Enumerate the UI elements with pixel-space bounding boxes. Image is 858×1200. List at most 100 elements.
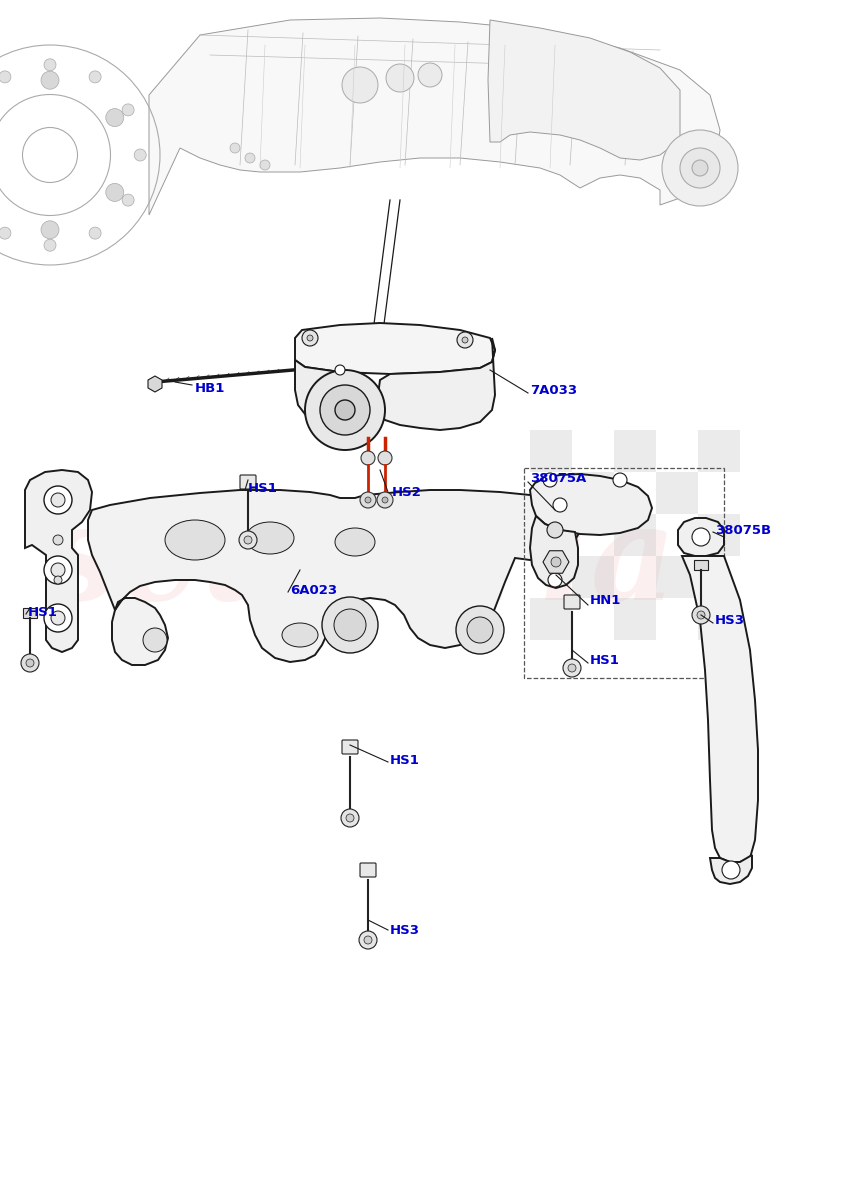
Text: HS3: HS3 bbox=[390, 924, 420, 936]
Polygon shape bbox=[295, 323, 495, 374]
Circle shape bbox=[456, 606, 504, 654]
Circle shape bbox=[568, 664, 576, 672]
Circle shape bbox=[305, 370, 385, 450]
Text: 7A033: 7A033 bbox=[530, 384, 577, 396]
Circle shape bbox=[418, 62, 442, 86]
Circle shape bbox=[44, 604, 72, 632]
Circle shape bbox=[382, 497, 388, 503]
Bar bbox=[572, 556, 614, 598]
Circle shape bbox=[89, 71, 101, 83]
Circle shape bbox=[21, 654, 39, 672]
Ellipse shape bbox=[335, 528, 375, 556]
Circle shape bbox=[122, 104, 134, 116]
Ellipse shape bbox=[246, 522, 294, 554]
Text: 6A023: 6A023 bbox=[290, 583, 337, 596]
Circle shape bbox=[692, 528, 710, 546]
Bar bbox=[614, 598, 656, 640]
Circle shape bbox=[335, 365, 345, 374]
Polygon shape bbox=[488, 20, 680, 160]
Circle shape bbox=[51, 611, 65, 625]
Circle shape bbox=[244, 536, 252, 544]
Ellipse shape bbox=[143, 628, 167, 652]
Bar bbox=[698, 514, 740, 556]
Circle shape bbox=[44, 59, 56, 71]
FancyBboxPatch shape bbox=[564, 595, 580, 608]
Circle shape bbox=[364, 936, 372, 944]
Circle shape bbox=[563, 659, 581, 677]
Bar bbox=[698, 598, 740, 640]
Circle shape bbox=[41, 71, 59, 89]
Circle shape bbox=[89, 227, 101, 239]
Circle shape bbox=[51, 563, 65, 577]
Circle shape bbox=[386, 64, 414, 92]
Text: HS3: HS3 bbox=[715, 613, 745, 626]
Circle shape bbox=[462, 337, 468, 343]
Circle shape bbox=[547, 522, 563, 538]
Polygon shape bbox=[149, 18, 720, 215]
Text: scuderia: scuderia bbox=[45, 499, 676, 629]
Bar bbox=[656, 472, 698, 514]
Circle shape bbox=[260, 160, 270, 170]
FancyBboxPatch shape bbox=[360, 863, 376, 877]
Circle shape bbox=[239, 530, 257, 550]
Text: HS1: HS1 bbox=[390, 754, 420, 767]
Circle shape bbox=[346, 814, 354, 822]
Circle shape bbox=[44, 486, 72, 514]
Circle shape bbox=[377, 492, 393, 508]
Circle shape bbox=[0, 227, 11, 239]
Text: HS1: HS1 bbox=[590, 654, 619, 666]
Circle shape bbox=[553, 498, 567, 512]
Polygon shape bbox=[710, 854, 752, 884]
Circle shape bbox=[106, 108, 124, 126]
Ellipse shape bbox=[282, 623, 318, 647]
Circle shape bbox=[245, 152, 255, 163]
Circle shape bbox=[122, 194, 134, 206]
Circle shape bbox=[551, 557, 561, 566]
Text: HS1: HS1 bbox=[248, 481, 278, 494]
Circle shape bbox=[53, 535, 63, 545]
Polygon shape bbox=[295, 360, 368, 428]
Circle shape bbox=[334, 608, 366, 641]
Bar bbox=[572, 472, 614, 514]
Circle shape bbox=[41, 221, 59, 239]
Bar bbox=[530, 598, 572, 640]
FancyBboxPatch shape bbox=[240, 475, 256, 490]
Circle shape bbox=[692, 160, 708, 176]
Circle shape bbox=[359, 931, 377, 949]
Circle shape bbox=[134, 149, 146, 161]
Circle shape bbox=[342, 67, 378, 103]
Circle shape bbox=[320, 385, 370, 434]
Circle shape bbox=[230, 143, 240, 152]
Circle shape bbox=[106, 184, 124, 202]
Text: 38075A: 38075A bbox=[530, 472, 586, 485]
Circle shape bbox=[697, 611, 705, 619]
Circle shape bbox=[0, 71, 11, 83]
Circle shape bbox=[54, 576, 62, 584]
Text: 38075B: 38075B bbox=[715, 523, 771, 536]
Circle shape bbox=[457, 332, 473, 348]
Text: HN1: HN1 bbox=[590, 594, 621, 606]
Circle shape bbox=[692, 606, 710, 624]
Polygon shape bbox=[530, 474, 652, 535]
Bar bbox=[656, 556, 698, 598]
Circle shape bbox=[360, 492, 376, 508]
Polygon shape bbox=[88, 490, 580, 665]
Bar bbox=[530, 514, 572, 556]
Text: HB1: HB1 bbox=[195, 382, 226, 395]
Circle shape bbox=[307, 335, 313, 341]
Bar bbox=[698, 430, 740, 472]
FancyBboxPatch shape bbox=[694, 560, 708, 570]
Circle shape bbox=[341, 809, 359, 827]
Circle shape bbox=[51, 493, 65, 506]
Polygon shape bbox=[25, 470, 92, 652]
Circle shape bbox=[302, 330, 318, 346]
Text: HS1: HS1 bbox=[28, 606, 57, 618]
Circle shape bbox=[543, 473, 557, 487]
Bar bbox=[524, 468, 724, 678]
Bar bbox=[530, 430, 572, 472]
Polygon shape bbox=[148, 376, 162, 392]
Polygon shape bbox=[682, 556, 758, 862]
Circle shape bbox=[322, 596, 378, 653]
FancyBboxPatch shape bbox=[342, 740, 358, 754]
Bar bbox=[614, 514, 656, 556]
